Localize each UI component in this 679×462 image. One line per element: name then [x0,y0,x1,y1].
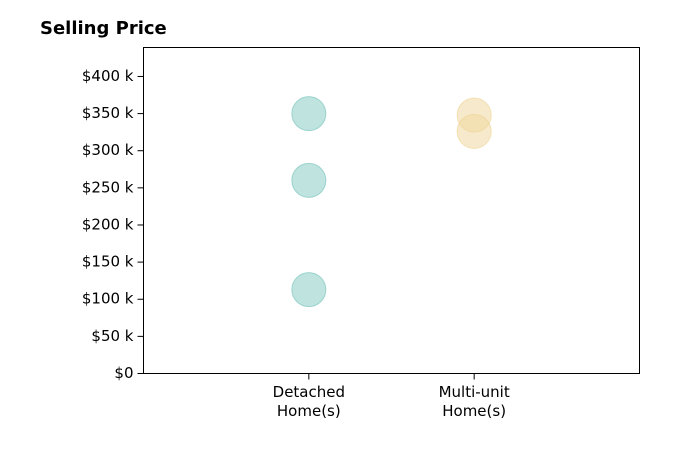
y-tick-label: $400 k [82,67,134,85]
chart-title: Selling Price [40,18,167,39]
x-tick-label: Detached Home(s) [272,382,345,420]
y-tick-label: $350 k [82,104,134,122]
y-tick-label: $50 k [91,327,133,345]
y-tick-label: $0 [114,364,133,382]
point [456,113,492,149]
y-tick-label: $250 k [82,178,134,196]
point [291,96,327,132]
y-tick-label: $150 k [82,253,134,271]
x-tick-label: Multi-unit Home(s) [438,382,510,420]
y-tick-label: $300 k [82,141,134,159]
plot-frame [143,47,640,374]
point [291,162,327,198]
point [291,272,327,308]
y-tick-label: $200 k [82,215,134,233]
y-tick-label: $100 k [82,290,134,308]
